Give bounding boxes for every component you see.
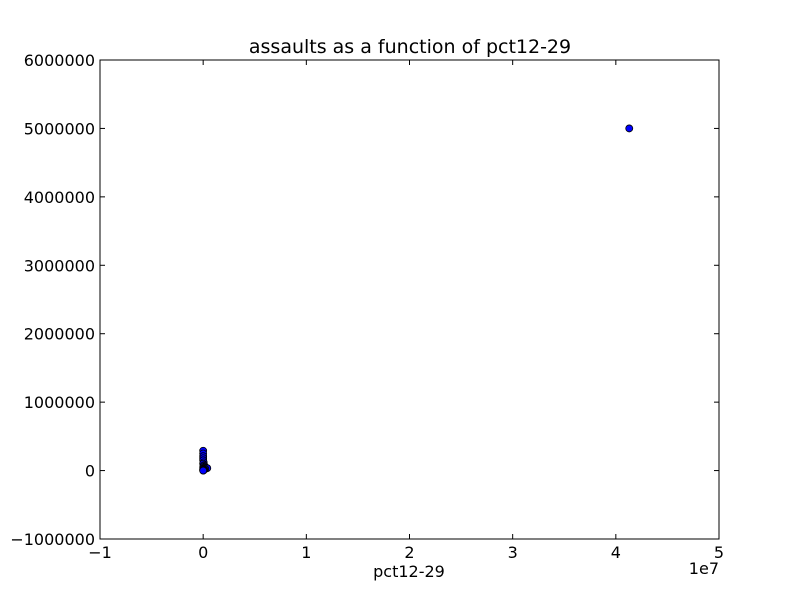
x-tick-label: 1 — [301, 543, 311, 562]
x-axis-label: pct12-29 — [373, 562, 445, 581]
y-tick-label: 1000000 — [24, 393, 95, 412]
chart-title: assaults as a function of pct12-29 — [249, 36, 571, 58]
x-tick-label: 4 — [611, 543, 621, 562]
y-tick-label: 3000000 — [24, 256, 95, 275]
x-tick-label: 0 — [198, 543, 208, 562]
scatter-point — [625, 124, 634, 133]
y-tick-label: −1000000 — [10, 530, 95, 549]
x-tick-label: 5 — [714, 543, 724, 562]
x-tick-label: 3 — [508, 543, 518, 562]
y-tick-label: 2000000 — [24, 325, 95, 344]
x-axis-offset-label: 1e7 — [689, 559, 719, 578]
y-tick-label: 0 — [85, 462, 95, 481]
plot-frame — [99, 59, 720, 540]
y-tick-label: 4000000 — [24, 188, 95, 207]
ticks-layer: −1 0 1 2 3 4 5 −1000000 0 1000000 2000000 3000000 40… — [10, 51, 724, 562]
x-tick-label: 2 — [404, 543, 414, 562]
scatter-point — [199, 466, 208, 475]
y-tick-label: 6000000 — [24, 51, 95, 70]
points-layer — [199, 124, 634, 475]
x-tick-label: −1 — [88, 543, 112, 562]
y-tick-label: 5000000 — [24, 119, 95, 138]
